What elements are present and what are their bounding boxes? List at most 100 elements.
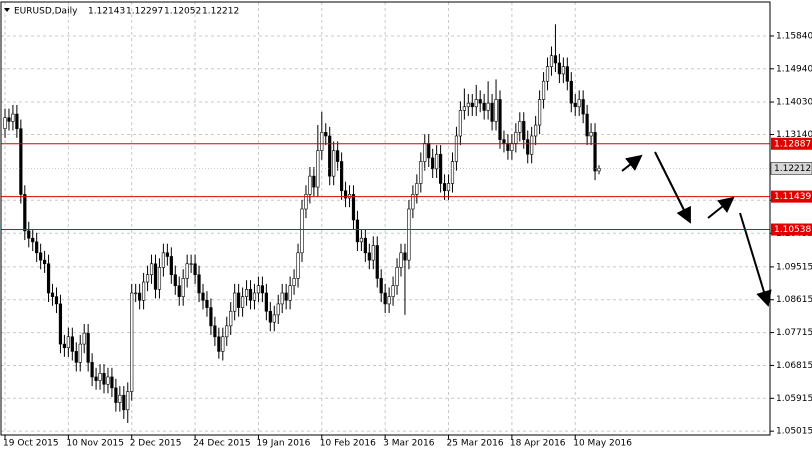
header: EURUSD,Daily 1.12143 1.12297 1.12052 1.1…	[4, 7, 239, 17]
candle-body	[530, 135, 534, 155]
x-tick-label: 2 Dec 2015	[130, 439, 182, 449]
y-tick-label: 1.08615	[776, 295, 812, 305]
candle-body	[90, 362, 94, 378]
candle-body	[82, 332, 86, 345]
candle-body	[134, 292, 138, 295]
candle-body	[498, 99, 502, 140]
candle-body	[165, 252, 169, 257]
candle-body	[268, 310, 272, 323]
candle-body	[15, 113, 19, 129]
bid-tag-label: 1.12212	[774, 164, 811, 174]
candle-body	[423, 142, 427, 162]
candle-body	[553, 55, 558, 64]
arrow	[621, 154, 643, 172]
candle-body	[367, 252, 371, 261]
candle-body	[454, 135, 459, 162]
candle-body	[225, 325, 229, 338]
candle-body	[581, 99, 585, 115]
close-price: 1.12212	[202, 7, 239, 17]
candle-body	[256, 285, 261, 294]
y-tick-label: 1.09515	[776, 262, 812, 272]
bid-tag	[770, 162, 812, 175]
candle-body	[189, 263, 193, 265]
candle-body	[316, 150, 320, 188]
candle-body	[371, 245, 375, 261]
y-tick-label: 1.13140	[776, 130, 812, 140]
candle-body	[379, 278, 383, 294]
y-tick-label: 1.15840	[776, 31, 812, 41]
candle-body	[363, 237, 367, 254]
candle-body	[110, 376, 114, 389]
candle-body	[209, 307, 213, 327]
candle-body	[549, 55, 554, 67]
candle-body	[403, 252, 407, 261]
price-tag	[771, 137, 812, 150]
x-tick-label: 18 Apr 2016	[510, 439, 566, 449]
candle-body	[217, 336, 221, 352]
candle-body	[118, 394, 122, 403]
candle-body	[537, 99, 542, 126]
x-tick-label: 19 Jan 2016	[256, 439, 310, 449]
candle-body	[359, 237, 364, 243]
price-axis: 1.158401.149401.140301.131401.113401.104…	[3, 31, 812, 449]
candle-body	[339, 161, 344, 192]
menu-triangle	[4, 8, 10, 12]
candle-body	[411, 194, 415, 210]
candle-body	[395, 267, 399, 286]
candle-body	[312, 175, 316, 188]
candle-body	[415, 183, 419, 195]
candle-body	[157, 267, 162, 290]
candle-body	[569, 80, 573, 104]
candle-body	[181, 278, 185, 297]
candle-body	[328, 135, 332, 177]
candle-body	[248, 289, 253, 301]
candle-body	[260, 285, 265, 294]
candle-body	[138, 292, 142, 301]
candle-body	[332, 150, 336, 177]
x-tick-label: 10 Nov 2015	[66, 439, 124, 449]
candle-body	[355, 219, 360, 243]
candle-body	[557, 62, 561, 75]
candle-body	[506, 142, 510, 151]
candle-body	[466, 102, 470, 108]
candle-body	[573, 102, 577, 108]
candle-body	[407, 208, 411, 261]
candle-body	[213, 325, 217, 338]
candle-body	[145, 274, 150, 283]
candle-body	[514, 132, 518, 144]
candle-body	[351, 194, 356, 221]
x-tick-label: 19 Oct 2015	[3, 439, 59, 449]
candle-body	[237, 292, 241, 308]
candle-body	[522, 121, 526, 140]
candle-body	[308, 175, 312, 195]
candle-body	[233, 292, 237, 312]
price-tag-label: 1.11439	[774, 192, 811, 202]
candle-body	[39, 252, 43, 261]
candle-body	[169, 256, 173, 276]
candle-body	[431, 157, 435, 170]
candle-body	[197, 274, 201, 294]
candle-body	[31, 237, 35, 243]
candle-body	[478, 99, 482, 104]
candle-body	[205, 299, 209, 308]
y-tick-label: 1.14940	[776, 64, 812, 74]
candle-body	[78, 343, 82, 363]
candle-body	[185, 263, 189, 279]
candle-body	[585, 113, 589, 137]
candle-body	[292, 278, 296, 286]
y-tick-label: 1.05015	[776, 427, 812, 437]
candle-body	[427, 142, 431, 159]
candle-body	[70, 336, 74, 352]
candle-body	[387, 296, 391, 305]
candle-body	[474, 99, 478, 108]
y-tick-label: 1.07715	[776, 328, 812, 338]
candle-body	[383, 292, 387, 305]
candle-body	[122, 394, 126, 411]
candle-body	[446, 183, 451, 192]
candle-body	[193, 263, 197, 276]
candle-body	[494, 99, 498, 122]
candle-body	[458, 110, 463, 137]
candle-body	[7, 117, 11, 122]
candle-body	[577, 99, 581, 108]
